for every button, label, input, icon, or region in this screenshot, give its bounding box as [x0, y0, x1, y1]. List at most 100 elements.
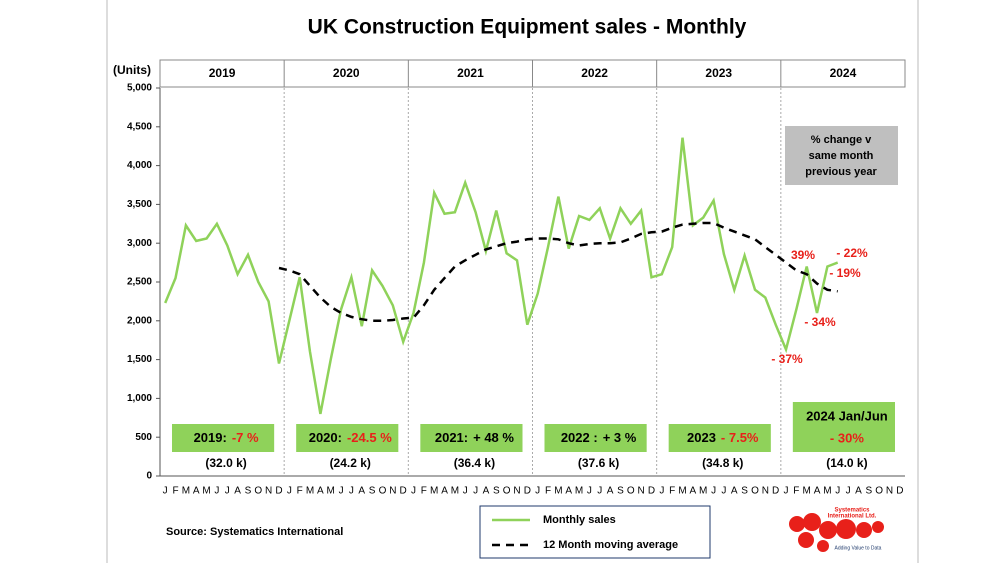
year-box: [668, 424, 771, 452]
y-tick-label: 1,500: [127, 354, 152, 365]
x-tick-label: N: [762, 486, 769, 497]
x-tick-label: J: [597, 486, 602, 497]
x-tick-label: A: [690, 486, 697, 497]
x-tick-label: M: [803, 486, 811, 497]
y-tick-label: 2,000: [127, 315, 152, 326]
year-box-total: (32.0 k): [205, 456, 246, 470]
point-label: - 19%: [829, 266, 861, 280]
year-box: [296, 424, 399, 452]
note-line: % change v: [811, 134, 872, 146]
year-box-label: 2020:: [309, 430, 342, 445]
x-tick-label: M: [678, 486, 686, 497]
x-tick-label: M: [554, 486, 562, 497]
note-line: previous year: [805, 166, 877, 178]
year-box-change: + 48 %: [473, 430, 514, 445]
point-label: - 37%: [771, 352, 803, 366]
y-tick-label: 1,000: [127, 393, 152, 404]
y-axis-label: (Units): [113, 63, 151, 77]
x-tick-label: J: [473, 486, 478, 497]
x-tick-label: A: [814, 486, 821, 497]
year-box-text: 2021: + 48 %: [435, 430, 515, 445]
year-box-total: (37.6 k): [578, 456, 619, 470]
x-tick-label: J: [835, 486, 840, 497]
note-box: [785, 126, 898, 185]
x-tick-label: M: [823, 486, 831, 497]
year-box-label: 2021:: [435, 430, 468, 445]
x-tick-label: F: [669, 486, 675, 497]
logo-text: Systematics: [834, 508, 870, 514]
x-tick-label: O: [875, 486, 883, 497]
source: Source: Systematics International: [166, 526, 343, 538]
year-box-total: (24.2 k): [330, 456, 371, 470]
year-box-total: (34.8 k): [702, 456, 743, 470]
year-box-text: 2019: -7 %: [194, 430, 259, 445]
x-tick-label: J: [349, 486, 354, 497]
series-line: [278, 221, 838, 323]
year-label: 2022: [581, 66, 608, 80]
x-tick-label: N: [265, 486, 272, 497]
x-tick-label: J: [214, 486, 219, 497]
x-tick-label: J: [587, 486, 592, 497]
x-tick-label: S: [741, 486, 748, 497]
x-tick-label: O: [627, 486, 635, 497]
x-tick-label: S: [245, 486, 252, 497]
y-tick-label: 3,500: [127, 199, 152, 210]
x-tick-label: D: [400, 486, 407, 497]
y-tick-label: 0: [146, 471, 152, 482]
year-box-label: 2024 Jan/Jun: [806, 408, 888, 423]
x-tick-label: N: [513, 486, 520, 497]
logo-text: Adding Value to Data: [835, 545, 882, 551]
x-tick-label: M: [202, 486, 210, 497]
year-box: [172, 424, 275, 452]
year-box: [544, 424, 647, 452]
x-tick-label: M: [575, 486, 583, 497]
x-tick-label: A: [607, 486, 614, 497]
x-tick-label: D: [772, 486, 779, 497]
x-tick-label: J: [846, 486, 851, 497]
x-tick-label: D: [524, 486, 531, 497]
x-tick-label: A: [441, 486, 448, 497]
x-tick-label: D: [275, 486, 282, 497]
year-box-total: (36.4 k): [454, 456, 495, 470]
year-box-change: -24.5 %: [347, 430, 392, 445]
x-tick-label: A: [193, 486, 200, 497]
x-tick-label: M: [699, 486, 707, 497]
x-tick-label: O: [254, 486, 262, 497]
y-tick-label: 500: [135, 432, 152, 443]
year-label: 2023: [705, 66, 732, 80]
year-box-change: - 30%: [830, 430, 864, 445]
x-tick-label: F: [172, 486, 178, 497]
year-label: 2021: [457, 66, 484, 80]
year-box-change: + 3 %: [603, 430, 637, 445]
x-tick-label: N: [886, 486, 893, 497]
x-tick-label: J: [711, 486, 716, 497]
year-box-change: -7 %: [232, 430, 259, 445]
x-tick-label: J: [339, 486, 344, 497]
series-line: [164, 137, 839, 415]
y-tick-label: 4,000: [127, 160, 152, 171]
x-tick-label: F: [297, 486, 303, 497]
year-box-total: (14.0 k): [826, 456, 867, 470]
y-tick-label: 5,000: [127, 83, 152, 94]
x-tick-label: N: [389, 486, 396, 497]
logo-text: International Ltd.: [828, 514, 877, 520]
x-tick-label: S: [865, 486, 872, 497]
x-tick-label: D: [648, 486, 655, 497]
x-tick-label: O: [751, 486, 759, 497]
year-box: [792, 402, 895, 452]
x-tick-label: S: [369, 486, 376, 497]
x-tick-label: J: [784, 486, 789, 497]
x-tick-label: J: [721, 486, 726, 497]
y-tick-label: 2,500: [127, 277, 152, 288]
year-box-text: 2023 - 7.5%: [687, 430, 759, 445]
year-box-text: 2020: -24.5 %: [309, 430, 392, 445]
x-tick-label: A: [317, 486, 324, 497]
year-box: [420, 424, 523, 452]
x-tick-label: J: [535, 486, 540, 497]
x-tick-label: F: [793, 486, 799, 497]
x-tick-label: O: [503, 486, 511, 497]
year-box-change: - 7.5%: [721, 430, 759, 445]
x-tick-label: M: [430, 486, 438, 497]
logo: [789, 513, 884, 552]
